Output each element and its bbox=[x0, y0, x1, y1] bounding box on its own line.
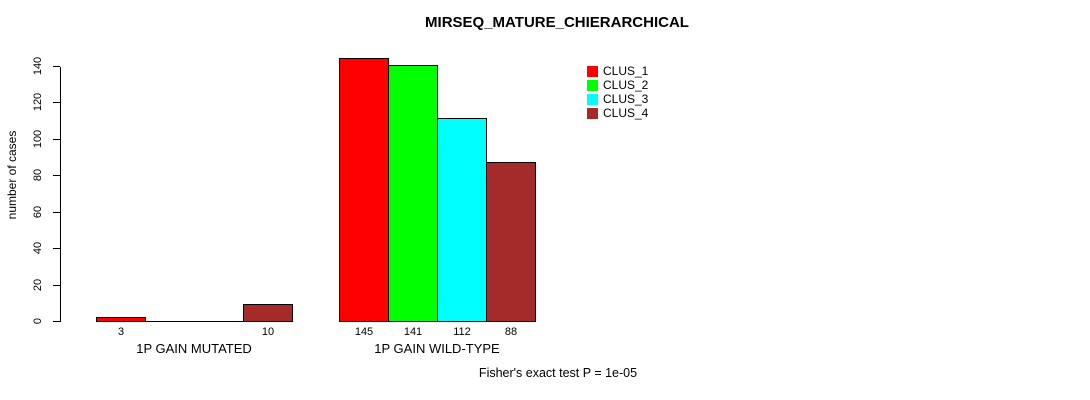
legend-label: CLUS_3 bbox=[603, 92, 649, 106]
legend-item: CLUS_2 bbox=[587, 78, 648, 92]
bar-clus-4 bbox=[486, 162, 536, 322]
y-axis-tick bbox=[53, 212, 60, 213]
legend-swatch bbox=[587, 93, 598, 105]
bar-value-label: 88 bbox=[504, 326, 518, 338]
y-axis-tick-label: 0 bbox=[32, 317, 44, 325]
y-axis-tick bbox=[53, 248, 60, 249]
bar-clus-1 bbox=[339, 58, 389, 322]
legend-swatch bbox=[587, 107, 598, 119]
legend: CLUS_1 CLUS_2 CLUS_3 CLUS_4 bbox=[587, 64, 648, 120]
y-axis-tick bbox=[53, 321, 60, 322]
y-axis-label: number of cases bbox=[5, 130, 19, 220]
bar-clus-3 bbox=[194, 321, 244, 322]
y-axis-tick-label: 60 bbox=[32, 205, 44, 219]
bar-clus-4 bbox=[243, 304, 293, 322]
y-axis-tick-label: 140 bbox=[32, 56, 44, 76]
y-axis-tick bbox=[53, 102, 60, 103]
y-axis-tick-label: 100 bbox=[32, 129, 44, 149]
category-label: 1P GAIN WILD-TYPE bbox=[374, 341, 500, 356]
legend-swatch bbox=[587, 65, 598, 77]
category-label: 1P GAIN MUTATED bbox=[136, 341, 252, 356]
chart-title: MIRSEQ_MATURE_CHIERARCHICAL bbox=[425, 14, 689, 31]
y-axis-tick-label: 80 bbox=[32, 168, 44, 182]
bar-clus-3 bbox=[437, 118, 487, 322]
y-axis-tick-label: 40 bbox=[32, 241, 44, 255]
y-axis-tick bbox=[53, 66, 60, 67]
y-axis-line bbox=[60, 67, 61, 322]
fisher-test-annotation: Fisher's exact test P = 1e-05 bbox=[478, 366, 638, 380]
y-axis-tick bbox=[53, 175, 60, 176]
legend-item: CLUS_1 bbox=[587, 64, 648, 78]
bar-value-label: 112 bbox=[453, 326, 471, 338]
legend-label: CLUS_2 bbox=[603, 78, 649, 92]
y-axis-tick-label: 120 bbox=[32, 92, 44, 112]
legend-label: CLUS_4 bbox=[603, 106, 649, 120]
legend-label: CLUS_1 bbox=[603, 64, 649, 78]
bar-value-label: 145 bbox=[354, 326, 374, 338]
y-axis-tick bbox=[53, 139, 60, 140]
legend-swatch bbox=[587, 79, 598, 91]
bar-clus-2 bbox=[145, 321, 195, 322]
legend-item: CLUS_4 bbox=[587, 106, 648, 120]
bar-clus-1 bbox=[96, 317, 146, 322]
bar-value-label: 3 bbox=[117, 326, 125, 338]
bar-value-label: 141 bbox=[403, 326, 423, 338]
y-axis-tick bbox=[53, 285, 60, 286]
bar-value-label: 10 bbox=[261, 326, 275, 338]
bar-clus-2 bbox=[388, 65, 438, 322]
y-axis-tick-label: 20 bbox=[32, 278, 44, 292]
legend-item: CLUS_3 bbox=[587, 92, 648, 106]
